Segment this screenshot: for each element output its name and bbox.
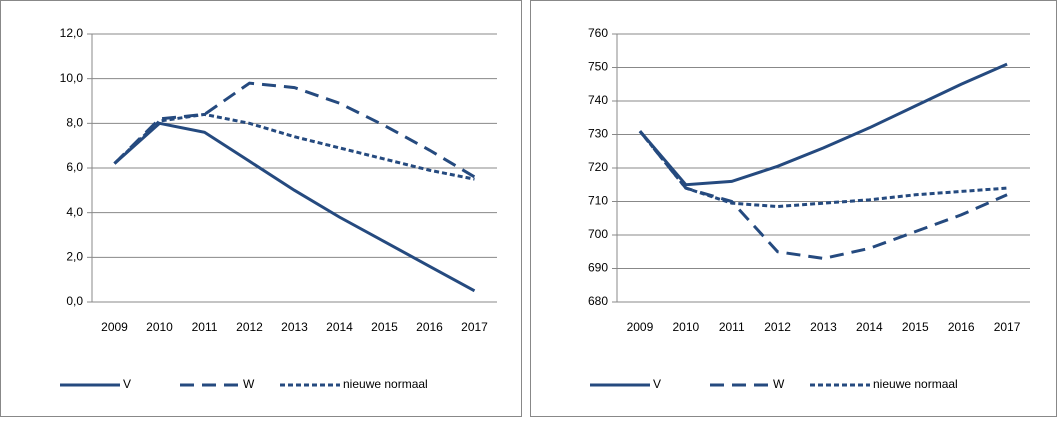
x-tick-label: 2014 [856, 320, 883, 334]
y-tick-label: 700 [588, 227, 608, 241]
x-tick-label: 2010 [672, 320, 699, 334]
y-tick-label: 10,0 [60, 71, 84, 85]
y-tick-label: 4,0 [66, 205, 83, 219]
series-line [113, 121, 476, 293]
y-tick-label: 8,0 [66, 116, 83, 130]
x-tick-label: 2016 [948, 320, 975, 334]
y-tick-label: 730 [588, 127, 608, 141]
series-line [113, 112, 475, 181]
legend-label: W [243, 377, 255, 391]
y-tick-label: 0,0 [66, 294, 83, 308]
series-line [638, 62, 1008, 187]
legend-label: V [653, 377, 661, 391]
x-tick-label: 2013 [810, 320, 837, 334]
y-tick-label: 750 [588, 60, 608, 74]
y-tick-label: 6,0 [66, 160, 83, 174]
y-tick-label: 2,0 [66, 250, 83, 264]
y-tick-label: 690 [588, 261, 608, 275]
series-line [113, 81, 476, 179]
x-tick-label: 2009 [101, 320, 128, 334]
series-line [638, 130, 1008, 209]
x-tick-label: 2015 [371, 320, 398, 334]
y-tick-label: 760 [588, 26, 608, 40]
y-tick-label: 12,0 [60, 26, 84, 40]
x-tick-label: 2017 [994, 320, 1021, 334]
x-tick-label: 2014 [326, 320, 353, 334]
y-tick-label: 710 [588, 194, 608, 208]
x-tick-label: 2017 [461, 320, 488, 334]
x-tick-label: 2016 [416, 320, 443, 334]
x-tick-label: 2011 [719, 320, 745, 334]
x-tick-label: 2010 [146, 320, 173, 334]
panel [530, 0, 1057, 417]
legend-label: W [773, 377, 785, 391]
x-tick-label: 2015 [902, 320, 929, 334]
x-tick-label: 2013 [281, 320, 308, 334]
legend-label: nieuwe normaal [873, 377, 958, 391]
y-tick-label: 720 [588, 160, 608, 174]
x-tick-label: 2009 [627, 320, 654, 334]
y-tick-label: 680 [588, 294, 608, 308]
x-tick-label: 2012 [764, 320, 791, 334]
x-tick-label: 2011 [192, 320, 218, 334]
panel [0, 0, 522, 417]
legend-label: V [123, 377, 131, 391]
y-tick-label: 740 [588, 93, 608, 107]
x-tick-label: 2012 [236, 320, 263, 334]
legend-label: nieuwe normaal [343, 377, 428, 391]
